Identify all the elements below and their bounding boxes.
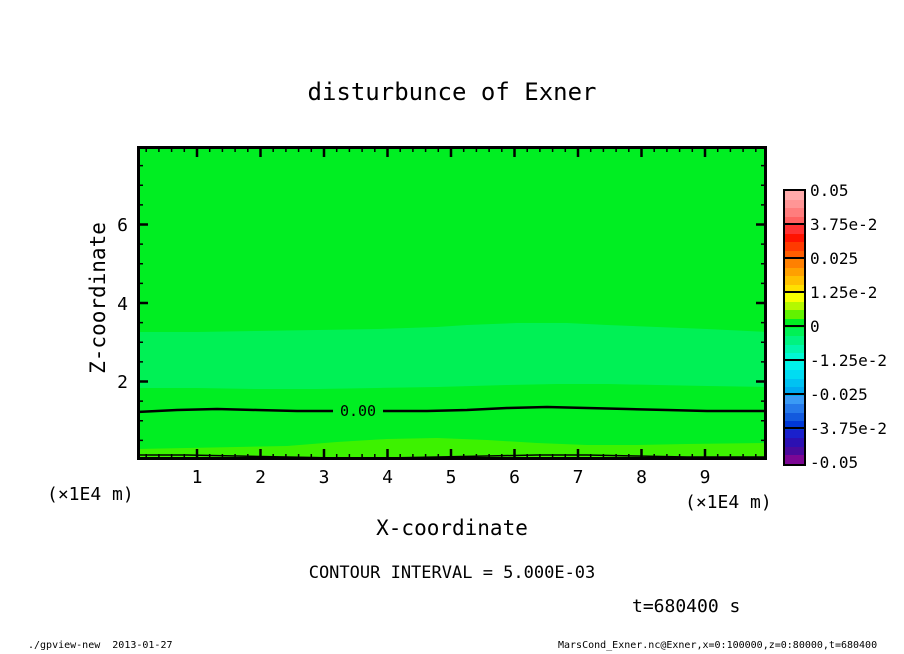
x-tick-label: 4 [382,467,393,488]
colorbar-cell [785,370,804,379]
colorbar-cell [785,395,804,405]
colorbar-label: 3.75e-2 [810,215,878,234]
colorbar-cell [785,191,804,200]
field-band [137,146,767,460]
contour-interval-text: CONTOUR INTERVAL = 5.000E-03 [308,563,596,583]
colorbar-cell [785,216,804,226]
colorbar-cell [785,301,804,311]
colorbar-cell [785,259,804,268]
contour-line [383,405,767,413]
x-unit-left: (×1E4 m) [47,484,134,505]
colorbar-cell [785,242,804,251]
colorbar-cell [785,318,804,328]
colorbar-tick [783,257,806,259]
colorbar-cell [785,344,804,354]
contour-zero-label: 0.00 [340,402,376,420]
colorbar-cell [785,336,804,345]
x-tick-label: 3 [318,467,330,488]
colorbar-tick [783,359,806,361]
colorbar-cell [785,361,804,371]
y-tick-label: 4 [117,294,128,315]
colorbar-cell [785,404,804,413]
x-tick-label: 7 [572,467,584,488]
colorbar-cell [785,429,804,439]
plot-area: 0.00 [137,146,767,460]
colorbar-cell [785,276,804,285]
contour-line [137,407,333,414]
colorbar-tick [783,291,806,293]
x-tick-label: 6 [509,467,520,488]
colorbar-cell [785,421,804,430]
colorbar-label: -0.025 [810,385,868,404]
colorbar-label: -3.75e-2 [810,419,888,438]
colorbar-tick [783,325,806,327]
colorbar-cell [785,199,804,209]
colorbar-cell [785,455,804,464]
colorbar-tick [783,223,806,225]
colorbar-tick [783,427,806,429]
colorbar-cell [785,387,804,396]
plot-frame [137,146,767,460]
colorbar-label: 0 [810,317,820,336]
colorbar-cell [785,293,804,302]
x-tick-label: 9 [699,467,711,488]
x-tick-label: 2 [255,467,266,488]
colorbar-cell [785,208,804,217]
y-tick-label: 6 [117,215,128,236]
colorbar-cell [785,353,804,362]
colorbar-cell [785,412,804,422]
field-band [137,323,767,389]
colorbar-label: -0.05 [810,453,859,472]
colorbar-cell [785,233,804,243]
page-title: disturbunce of Exner [307,78,597,106]
colorbar-cell [785,310,804,319]
x-tick-label: 1 [191,467,203,488]
time-text: t=680400 s [632,596,741,617]
footer-command-text: ./gpview-new 2013-01-27 [28,640,173,651]
field-bands [137,146,767,460]
colorbar-cell [785,250,804,260]
x-unit-right: (×1E4 m) [685,492,772,513]
x-tick-label: 8 [636,467,647,488]
colorbar-cell [785,284,804,294]
x-axis-label: X-coordinate [376,516,528,540]
colorbar-cell [785,438,804,447]
footer-source-text: MarsCond_Exner.nc@Exner,x=0:100000,z=0:8… [558,640,878,651]
colorbar-label: 0.05 [810,181,849,200]
colorbar-cell [785,378,804,388]
colorbar-cell [785,446,804,456]
colorbar-cell [785,267,804,277]
x-tick-label: 5 [445,467,457,488]
colorbar-label: 1.25e-2 [810,283,878,302]
colorbar-label: -1.25e-2 [810,351,888,370]
colorbar-label: 0.025 [810,249,859,268]
y-tick-label: 2 [117,372,128,393]
colorbar-cell [785,327,804,337]
colorbar [783,189,806,466]
colorbar-cell [785,225,804,234]
colorbar-tick [783,393,806,395]
